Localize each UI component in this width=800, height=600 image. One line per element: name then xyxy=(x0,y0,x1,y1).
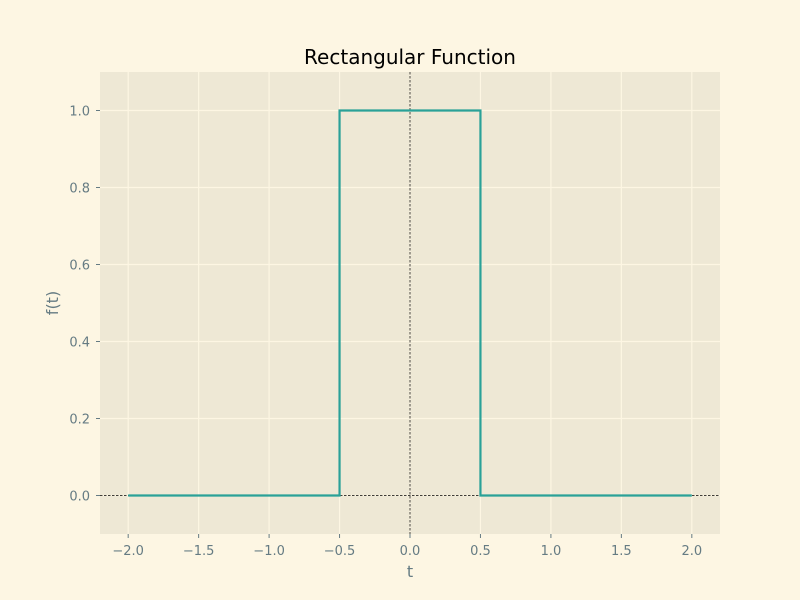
x-tick-label: 1.5 xyxy=(611,544,632,559)
x-tick-label: 0.0 xyxy=(400,544,421,559)
y-axis-label: f(t) xyxy=(43,291,62,315)
series-line xyxy=(128,109,692,497)
x-axis-label: t xyxy=(407,562,413,581)
x-tick-label: −1.0 xyxy=(253,544,285,559)
y-tick-label: 0.2 xyxy=(69,413,90,428)
x-tick-label: 1.0 xyxy=(541,544,562,559)
y-tick-label: 0.8 xyxy=(69,182,90,197)
y-tick-label: 0.4 xyxy=(69,336,90,351)
x-tick-label: −0.5 xyxy=(324,544,356,559)
x-tick-label: −2.0 xyxy=(112,544,144,559)
y-tick-label: 1.0 xyxy=(69,105,90,120)
chart-title: Rectangular Function xyxy=(304,45,516,69)
y-tick-label: 0.6 xyxy=(69,259,90,274)
x-tick-label: 0.5 xyxy=(470,544,491,559)
x-tick-label: 2.0 xyxy=(681,544,702,559)
tick-layer: −2.0 −1.5 −1.0 −0.5 0.0 0.5 1.0 1.5 2.0 0.0 0.2 0.4… xyxy=(69,105,702,560)
series-layer xyxy=(128,109,692,497)
y-tick-label: 0.0 xyxy=(69,490,90,505)
x-tick-label: −1.5 xyxy=(183,544,215,559)
